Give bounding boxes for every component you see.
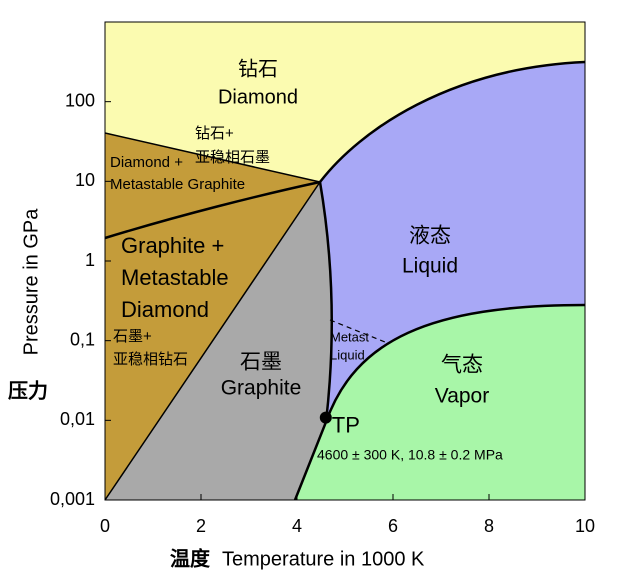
region-label: Diamond [218, 86, 298, 108]
region-label: 石墨 [240, 351, 282, 374]
triple-point [319, 411, 332, 424]
region-label: Graphite [221, 377, 302, 400]
graphite-region [105, 182, 332, 500]
x-tick-label: 8 [484, 516, 494, 536]
diamond-graphite-region [105, 133, 320, 500]
y-tick-label: 100 [65, 90, 95, 110]
phase-boundaries [104, 60, 586, 501]
region-label: 液态 [409, 225, 451, 248]
x-axis-label: Temperature in 1000 K [222, 548, 425, 570]
y-tick-label: 1 [85, 250, 95, 270]
boundary [324, 303, 586, 423]
region-label: 亚稳相钻石 [113, 351, 188, 368]
region-label: Metastable [121, 265, 229, 290]
triple-point-label: TP [332, 412, 360, 437]
phase-regions [105, 22, 585, 500]
metastable-boundary [329, 319, 386, 343]
x-tick-label: 6 [388, 516, 398, 536]
y-tick-label: 0,1 [70, 329, 95, 349]
boundary [104, 181, 321, 501]
y-tick-label: 10 [75, 170, 95, 190]
boundary [104, 180, 321, 240]
region-label: Diamond [121, 297, 209, 322]
boundary [104, 132, 321, 183]
region-label: 石墨+ [113, 328, 152, 345]
region-label: 亚稳相石墨 [195, 149, 270, 166]
region-label: Vapor [435, 385, 489, 408]
region-label: 气态 [441, 354, 483, 377]
y-tick-label: 0,01 [60, 409, 95, 429]
region-label: Diamond + [110, 154, 183, 171]
region-label: Graphite + [121, 233, 224, 258]
x-axis-label: 温度 [170, 546, 211, 570]
boundary [293, 181, 333, 501]
region-label: Metast [330, 329, 369, 344]
liquid-region [320, 62, 585, 422]
triple-point-note: 4600 ± 300 K, 10.8 ± 0.2 MPa [317, 447, 503, 463]
x-tick-label: 4 [292, 516, 302, 536]
x-tick-label: 10 [575, 516, 595, 536]
y-tick-label: 0,001 [50, 489, 95, 509]
region-label: Metastable Graphite [110, 176, 245, 193]
boundary [319, 60, 586, 183]
x-tick-label: 0 [100, 516, 110, 536]
region-label: 钻石+ [195, 125, 234, 142]
y-axis-label: 压力 [8, 379, 48, 402]
vapor-region [295, 305, 585, 500]
region-label: Liquid [330, 347, 365, 362]
y-axis-label: Pressure in GPa [20, 208, 42, 356]
region-label: Liquid [402, 255, 458, 278]
region-label: 钻石 [238, 57, 278, 80]
x-tick-label: 2 [196, 516, 206, 536]
